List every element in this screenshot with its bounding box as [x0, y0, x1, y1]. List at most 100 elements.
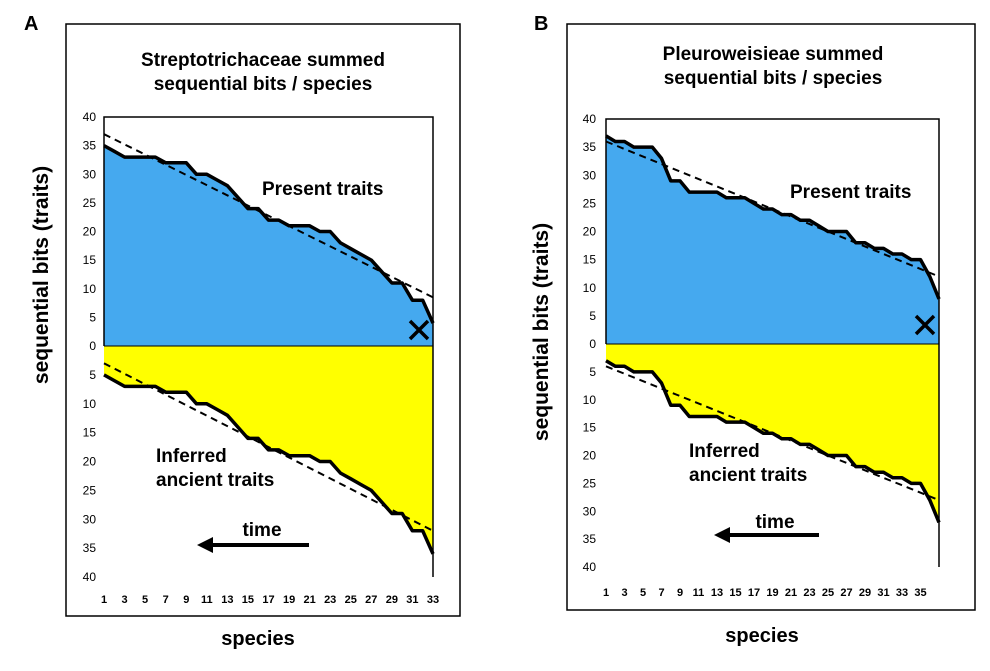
chart-title-line-2: sequential bits / species — [154, 74, 373, 95]
x-tick-label: 23 — [324, 594, 336, 606]
x-tick-label: 25 — [822, 587, 834, 599]
chart-title-line-1: Streptotrichaceae summed — [141, 50, 385, 71]
y-tick-label: 0 — [589, 337, 596, 351]
y-tick-label: 40 — [583, 560, 597, 574]
y-tick-label: 10 — [583, 393, 597, 407]
panel-b: B Pleuroweisieae summed sequential bits … — [530, 13, 976, 647]
y-tick-label: 15 — [583, 421, 597, 435]
chart-title-line-1: Pleuroweisieae summed — [663, 44, 884, 65]
inferred-traits-label: Inferred — [156, 446, 227, 467]
y-tick-label: 15 — [83, 426, 97, 440]
panel-frame — [566, 23, 976, 611]
y-tick-label: 40 — [583, 112, 597, 126]
x-tick-label: 7 — [658, 587, 664, 599]
x-tick-label: 5 — [640, 587, 646, 599]
x-tick-label: 1 — [603, 587, 609, 599]
y-tick-label: 25 — [583, 196, 597, 210]
y-tick-label: 25 — [83, 483, 97, 497]
y-tick-label: 20 — [83, 455, 97, 469]
x-tick-label: 27 — [840, 587, 852, 599]
y-tick-label: 30 — [83, 167, 97, 181]
y-tick-label: 35 — [83, 139, 97, 153]
y-tick-label: 30 — [583, 504, 597, 518]
x-tick-label: 31 — [877, 587, 889, 599]
y-tick-label: 15 — [583, 253, 597, 267]
x-axis-label: species — [221, 628, 294, 650]
present-traits-area — [606, 135, 939, 344]
plot-frame — [605, 118, 940, 567]
y-tick-label: 10 — [83, 282, 97, 296]
y-tick-label: 35 — [583, 140, 597, 154]
y-tick-label: 5 — [89, 368, 96, 382]
panel-letter: A — [24, 13, 38, 35]
x-marker — [914, 314, 936, 336]
x-tick-label: 19 — [766, 587, 778, 599]
y-tick-label: 25 — [583, 476, 597, 490]
plot-frame — [103, 116, 434, 577]
x-tick-label: 15 — [242, 594, 254, 606]
y-tick-label: 35 — [583, 532, 597, 546]
y-tick-label: 20 — [583, 225, 597, 239]
chart-title-line-2: sequential bits / species — [664, 68, 883, 89]
present-traits-line — [103, 144, 435, 324]
inferred-traits-label: Inferred — [689, 441, 760, 462]
x-tick-label: 19 — [283, 594, 295, 606]
y-tick-label: 10 — [83, 397, 97, 411]
panel-frame — [65, 23, 461, 617]
x-tick-label: 11 — [201, 594, 213, 606]
y-tick-label: 0 — [89, 339, 96, 353]
y-tick-label: 15 — [83, 253, 97, 267]
y-tick-label: 20 — [83, 225, 97, 239]
x-tick-label: 33 — [427, 594, 439, 606]
y-tick-label: 35 — [83, 541, 97, 555]
panel-a: A Streptotrichaceae summed sequential bi… — [24, 13, 461, 650]
x-tick-label: 13 — [711, 587, 723, 599]
y-tick-label: 5 — [589, 309, 596, 323]
x-tick-label: 1 — [101, 594, 107, 606]
present-trend-line — [103, 133, 434, 299]
x-tick-label: 13 — [221, 594, 233, 606]
y-tick-label: 30 — [583, 168, 597, 182]
x-axis-label: species — [725, 625, 798, 647]
x-tick-label: 9 — [677, 587, 683, 599]
time-arrow-head — [197, 537, 213, 553]
x-tick-label: 27 — [365, 594, 377, 606]
y-tick-label: 5 — [89, 310, 96, 324]
x-tick-label: 3 — [621, 587, 627, 599]
x-tick-label: 33 — [896, 587, 908, 599]
x-tick-label: 29 — [386, 594, 398, 606]
y-tick-label: 20 — [583, 449, 597, 463]
time-label: time — [755, 512, 794, 533]
inferred-traits-label: ancient traits — [689, 465, 807, 486]
y-tick-label: 30 — [83, 512, 97, 526]
present-traits-label: Present traits — [262, 179, 383, 200]
x-tick-label: 25 — [345, 594, 357, 606]
x-tick-label: 29 — [859, 587, 871, 599]
inferred-traits-line — [103, 373, 435, 555]
panel-letter: B — [534, 13, 548, 35]
x-tick-label: 9 — [183, 594, 189, 606]
x-tick-label: 15 — [729, 587, 741, 599]
y-tick-label: 40 — [83, 110, 97, 124]
x-marker — [408, 319, 430, 341]
x-tick-label: 17 — [748, 587, 760, 599]
time-arrow-head — [714, 527, 730, 543]
x-tick-label: 3 — [122, 594, 128, 606]
inferred-traits-label: ancient traits — [156, 470, 274, 491]
x-tick-label: 17 — [262, 594, 274, 606]
y-axis-label: sequential bits (traits) — [530, 223, 553, 441]
x-tick-label: 7 — [163, 594, 169, 606]
time-label: time — [242, 520, 281, 541]
present-traits-label: Present traits — [790, 182, 911, 203]
x-tick-label: 21 — [303, 594, 315, 606]
x-tick-label: 23 — [803, 587, 815, 599]
x-tick-label: 31 — [406, 594, 418, 606]
inferred-traits-area — [104, 346, 433, 554]
x-tick-label: 11 — [693, 587, 705, 599]
x-tick-label: 5 — [142, 594, 148, 606]
y-tick-label: 10 — [583, 281, 597, 295]
y-tick-label: 25 — [83, 196, 97, 210]
